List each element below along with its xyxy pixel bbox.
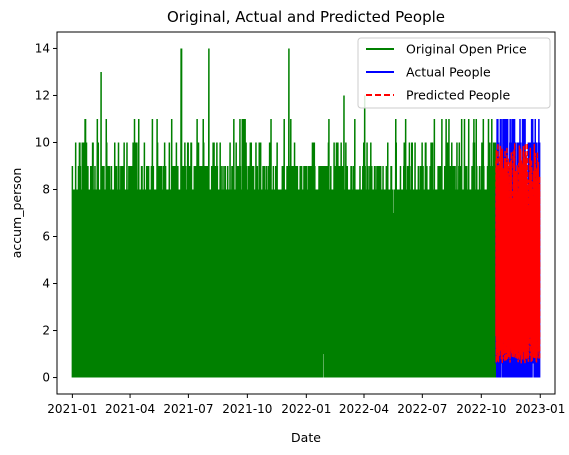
x-tick-label: 2023-01	[515, 402, 565, 416]
y-tick-label: 8	[42, 182, 50, 196]
plot-area-data	[71, 48, 541, 378]
legend-label-predicted: Predicted People	[406, 88, 510, 103]
x-tick-label: 2022-04	[339, 402, 389, 416]
y-tick-label: 4	[42, 277, 50, 291]
x-tick-label: 2021-10	[222, 402, 272, 416]
x-tick-label: 2022-07	[397, 402, 447, 416]
x-tick-label: 2022-10	[456, 402, 506, 416]
legend: Original Open Price Actual People Predic…	[357, 37, 551, 109]
x-tick-label: 2022-01	[281, 402, 331, 416]
x-axis: 2021-01 2021-04 2021-07 2021-10 2022-01 2022-…	[47, 394, 565, 416]
chart-title: Original, Actual and Predicted People	[167, 8, 445, 26]
y-tick-label: 6	[42, 230, 50, 244]
y-tick-label: 0	[42, 371, 50, 385]
legend-label-original: Original Open Price	[406, 42, 527, 57]
y-axis: 0 2 4 6 8 10 12 14	[35, 41, 57, 385]
series-line-predicted-people	[495, 143, 541, 364]
y-tick-label: 12	[35, 88, 50, 102]
y-tick-label: 14	[35, 41, 50, 55]
y-tick-label: 10	[35, 135, 50, 149]
legend-label-actual: Actual People	[406, 65, 491, 80]
series-line-original-open-price	[71, 48, 497, 378]
x-axis-label: Date	[291, 430, 321, 445]
x-tick-label: 2021-07	[163, 402, 213, 416]
y-axis-label: accum_person	[9, 168, 24, 259]
legend-box	[357, 37, 551, 109]
y-tick-label: 2	[42, 324, 50, 338]
x-tick-label: 2021-01	[47, 402, 97, 416]
series-layer	[71, 48, 541, 378]
x-tick-label: 2021-04	[105, 402, 155, 416]
